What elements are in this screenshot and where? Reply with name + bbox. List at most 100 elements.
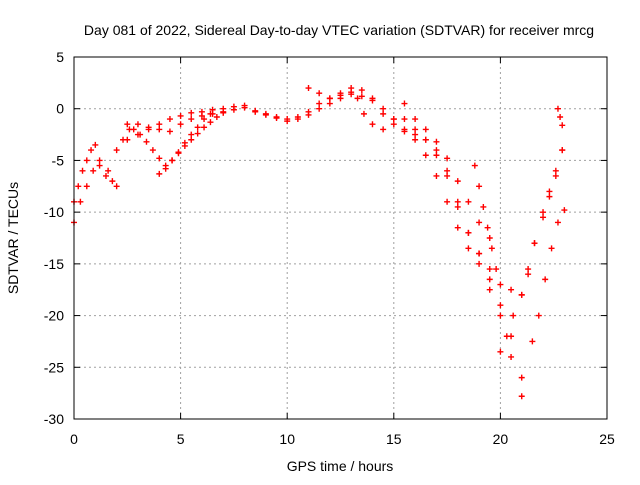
data-point-track-h (548, 245, 555, 252)
y-tick-label: -30 (44, 411, 64, 427)
data-point-track-a (92, 141, 99, 148)
data-point-track-a (518, 374, 525, 381)
data-point-track-b (518, 393, 525, 400)
y-tick-label: -10 (44, 204, 64, 220)
data-point-track-d (213, 113, 220, 120)
data-point-track-c (156, 155, 163, 162)
data-point-track-g (503, 333, 510, 340)
data-point-track-h (529, 338, 536, 345)
data-point-track-k (444, 155, 451, 162)
data-point-track-a (316, 100, 323, 107)
data-point-track-f (508, 286, 515, 293)
x-tick-label: 10 (279, 431, 295, 447)
data-point-track-d (220, 109, 227, 116)
data-point-track-a (497, 302, 504, 309)
data-point-track-c (207, 110, 214, 117)
data-point-track-j (480, 203, 487, 210)
data-point-track-f (476, 250, 483, 257)
data-point-track-g (510, 312, 517, 319)
data-point-track-b (113, 183, 120, 190)
data-point-track-a (486, 276, 493, 283)
data-point-track-e (360, 110, 367, 117)
data-point-track-e (369, 121, 376, 128)
data-point-track-d (188, 136, 195, 143)
data-point-track-h (561, 207, 568, 214)
x-tick-label: 5 (177, 431, 185, 447)
data-point-track-b (273, 115, 280, 122)
y-axis-title: SDTVAR / TECUs (5, 182, 21, 294)
data-point-track-d (169, 157, 176, 164)
data-point-track-k (465, 198, 472, 205)
data-point-track-b (124, 136, 131, 143)
y-tick-label: -5 (52, 152, 65, 168)
data-point-track-d (194, 130, 201, 137)
data-point-track-h (554, 219, 561, 226)
data-point-track-b (105, 167, 112, 174)
data-point-track-b (305, 111, 312, 118)
data-point-track-e (316, 90, 323, 97)
data-point-track-k (422, 126, 429, 133)
data-point-track-b (83, 183, 90, 190)
data-point-track-a (380, 110, 387, 117)
data-point-track-a (188, 116, 195, 123)
data-point-track-g (525, 266, 532, 273)
data-point-track-b (508, 353, 515, 360)
y-tick-label: -20 (44, 308, 64, 324)
data-point-track-b (284, 118, 291, 125)
data-point-track-a (358, 93, 365, 100)
data-point-track-g (540, 214, 547, 221)
data-point-track-k (486, 235, 493, 241)
data-point-track-b (96, 162, 103, 169)
data-point-track-b (412, 136, 419, 143)
data-point-track-e (348, 85, 355, 92)
data-point-track-b (188, 109, 195, 116)
data-point-track-f (422, 136, 429, 143)
data-point-track-f (412, 126, 419, 133)
data-point-track-k (412, 116, 419, 123)
data-point-track-h (535, 312, 542, 319)
data-point-track-i (557, 113, 564, 120)
data-point-track-a (88, 147, 95, 154)
data-point-track-f (444, 172, 451, 179)
data-point-track-e (354, 95, 361, 102)
data-point-track-a (390, 121, 397, 128)
data-point-track-c (194, 124, 201, 131)
data-point-track-a (177, 121, 184, 128)
grid-layer (74, 57, 607, 419)
data-point-track-b (433, 172, 440, 179)
data-point-track-d (207, 119, 214, 126)
data-point-track-i (554, 105, 561, 112)
data-point-track-c (201, 116, 208, 123)
data-point-track-f (454, 203, 461, 210)
data-point-track-g (546, 193, 553, 200)
data-point-track-a (79, 167, 86, 174)
data-point-track-a (75, 183, 82, 190)
data-point-track-h (542, 276, 549, 283)
points-layer (71, 85, 568, 400)
data-point-track-g (531, 240, 538, 247)
data-point-track-g (518, 291, 525, 298)
data-point-track-k (476, 219, 483, 226)
data-point-track-a (113, 147, 120, 154)
data-point-track-j (471, 162, 478, 169)
x-tick-label: 0 (70, 431, 78, 447)
y-tick-label: 5 (56, 49, 64, 65)
y-tick-label: -25 (44, 359, 64, 375)
data-point-track-j (493, 266, 500, 273)
data-point-track-f (552, 167, 559, 174)
data-point-track-i (559, 122, 566, 129)
data-point-track-f (525, 271, 532, 278)
data-point-track-a (433, 147, 440, 154)
data-point-track-d (201, 124, 208, 131)
data-point-track-a (412, 131, 419, 138)
data-point-track-b (401, 128, 408, 135)
data-point-track-c (124, 121, 131, 128)
data-point-track-b (465, 245, 472, 252)
chart-title: Day 081 of 2022, Sidereal Day-to-day VTE… (84, 22, 594, 38)
data-point-track-b (380, 105, 387, 112)
data-point-track-b (294, 116, 301, 123)
data-point-track-j (488, 245, 495, 252)
data-point-track-a (96, 157, 103, 164)
